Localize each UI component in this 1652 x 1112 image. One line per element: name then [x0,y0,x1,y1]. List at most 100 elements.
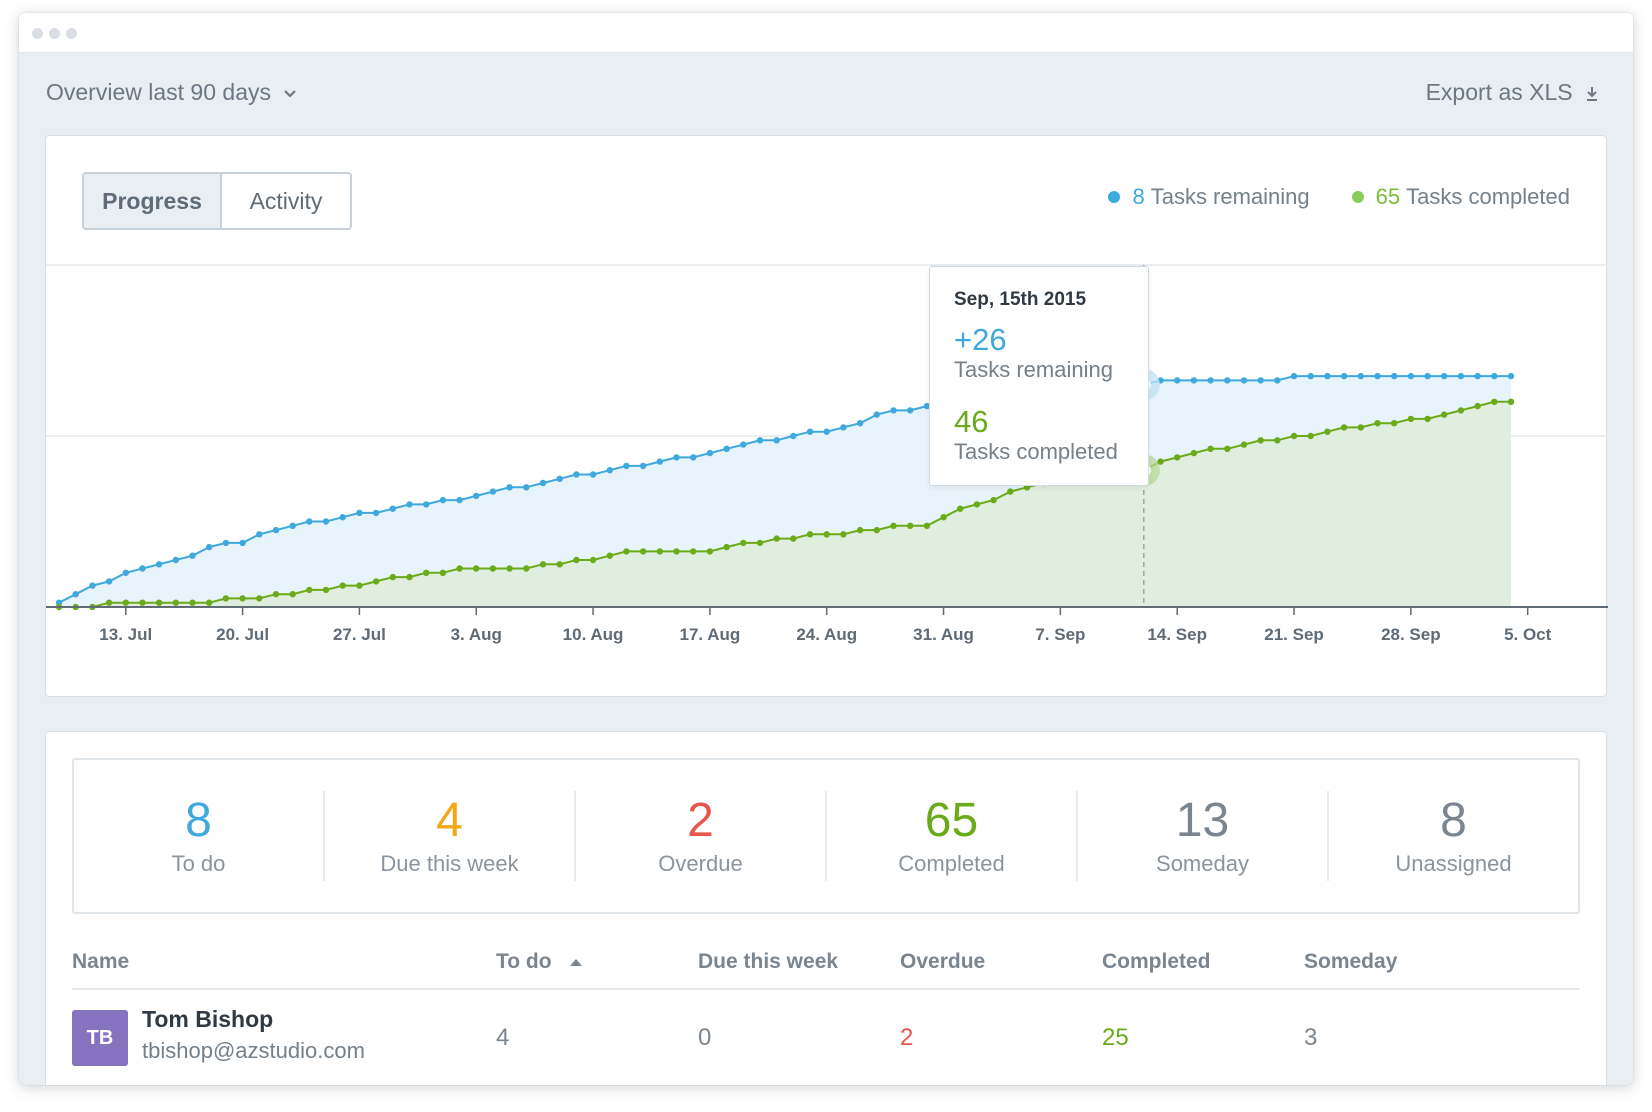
stat-label: Due this week [380,851,519,876]
data-point-completed [1457,407,1465,414]
stat-label: Unassigned [1395,851,1512,876]
x-tick-label: 14. Sep [1147,625,1207,644]
view-toggle: Progress Activity [82,172,352,230]
data-point-remaining [256,531,263,538]
progress-chart[interactable]: 13. Jul 20. Jul 27. Jul 3. Aug 10. Aug 17. Au… [46,136,1608,698]
data-point-remaining [823,428,830,435]
data-point-completed [1391,420,1398,427]
data-point-remaining [873,411,880,418]
data-point-completed [1340,424,1348,431]
data-point-remaining [306,518,313,525]
data-point-remaining [1457,372,1465,380]
data-point-remaining [1307,372,1314,380]
tab-progress[interactable]: Progress [84,174,222,228]
data-point-remaining [573,471,580,478]
data-point-completed [239,595,246,602]
data-point-completed [306,586,313,594]
data-point-completed [423,569,430,576]
x-tick-label: 7. Sep [1035,625,1085,644]
x-tick-label: 3. Aug [451,625,502,644]
stat-todo[interactable]: 8 To do [74,791,325,881]
data-point-completed [573,556,580,564]
data-point-completed [506,565,513,572]
data-point-completed [489,565,497,572]
data-point-completed [1491,398,1498,405]
x-tick-label: 28. Sep [1381,625,1441,644]
data-point-remaining [89,582,96,589]
cell-completed: 25 [1102,1024,1129,1051]
stat-label: Someday [1156,851,1249,876]
data-point-remaining [756,437,764,444]
completed-dot-icon [1351,191,1364,203]
data-point-remaining [356,509,363,517]
data-point-completed [155,599,163,606]
export-xls-button[interactable]: Export as XLS [1426,79,1599,106]
data-point-remaining [372,509,380,517]
data-point-remaining [1324,372,1331,380]
data-point-completed [856,526,864,534]
column-header-name[interactable]: Name [72,950,130,973]
legend-remaining-label: Tasks remaining [1150,184,1310,209]
stat-completed[interactable]: 65 Completed [827,791,1078,881]
stat-due-this-week[interactable]: 4 Due this week [325,791,576,881]
data-point-remaining [456,496,463,504]
data-point-completed [1224,445,1231,452]
data-point-completed [1441,411,1448,418]
data-point-remaining [172,556,179,564]
stat-value: 8 [1440,794,1467,847]
column-header-someday[interactable]: Someday [1304,950,1398,973]
stat-someday[interactable]: 13 Someday [1078,791,1329,881]
data-point-completed [623,548,630,555]
overview-dropdown[interactable]: Overview last 90 days [46,79,297,106]
data-point-remaining [423,501,430,508]
data-point-remaining [1207,377,1214,384]
data-point-completed [389,573,396,581]
x-tick-label: 21. Sep [1264,625,1324,644]
x-tick-label: 17. Aug [680,625,741,644]
data-point-remaining [189,552,196,559]
data-point-completed [1374,420,1381,427]
data-point-completed [907,522,914,529]
x-tick-label: 10. Aug [563,625,624,644]
data-point-completed [940,514,947,521]
stat-value: 2 [687,794,714,847]
data-point-remaining [1290,372,1298,380]
legend-completed[interactable]: 65 Tasks completed [1351,184,1570,210]
window-dot-icon [49,28,60,39]
data-point-remaining [890,407,897,414]
stat-label: To do [171,851,226,876]
x-tick-label: 24. Aug [796,625,857,644]
stat-overdue[interactable]: 2 Overdue [576,791,827,881]
data-point-remaining [1357,372,1365,380]
data-point-completed [356,582,363,589]
table-row[interactable]: TB Tom Bishop tbishop@azstudio.com 4 0 2… [72,994,1580,1074]
data-point-remaining [1507,372,1515,380]
data-point-remaining [523,484,530,491]
tab-activity[interactable]: Activity [222,174,350,228]
remaining-dot-icon [1108,191,1121,203]
series-completed-line [59,400,1511,608]
user-name: Tom Bishop [142,1006,274,1032]
data-point-completed [1007,488,1014,495]
data-point-remaining [1257,377,1264,384]
column-header-todo[interactable]: To do [496,950,583,974]
data-point-remaining [122,569,129,576]
data-point-remaining [539,479,547,487]
data-point-remaining [72,591,79,598]
export-label: Export as XLS [1425,79,1573,105]
data-point-remaining [606,467,613,474]
stat-unassigned[interactable]: 8 Unassigned [1329,791,1578,881]
data-point-remaining [589,471,597,478]
cell-someday: 3 [1304,1024,1318,1051]
column-header-todo-label: To do [496,950,552,973]
column-header-due-this-week[interactable]: Due this week [698,950,839,973]
legend-remaining[interactable]: 8 Tasks remaining [1108,184,1310,210]
data-point-completed [122,599,129,606]
stat-value: 8 [185,794,212,847]
column-header-completed[interactable]: Completed [1102,950,1211,973]
column-header-overdue[interactable]: Overdue [900,950,986,973]
data-point-completed [1290,432,1298,440]
avatar: TB [72,1010,128,1066]
data-point-completed [1307,432,1314,440]
data-point-completed [740,539,747,547]
